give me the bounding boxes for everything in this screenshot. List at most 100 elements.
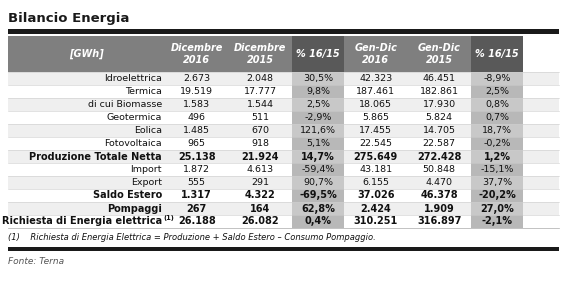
Text: Gen-Dic
2015: Gen-Dic 2015	[418, 43, 460, 65]
Text: 121,6%: 121,6%	[300, 126, 336, 135]
Text: -59,4%: -59,4%	[301, 165, 335, 174]
Text: 42.323: 42.323	[359, 74, 392, 83]
Text: 496: 496	[188, 113, 206, 122]
Text: 43.181: 43.181	[359, 165, 392, 174]
Text: 19.519: 19.519	[180, 87, 213, 96]
Text: 5.824: 5.824	[426, 113, 452, 122]
Text: 2.048: 2.048	[247, 74, 274, 83]
Text: Import: Import	[130, 165, 162, 174]
Bar	[471, 189, 523, 202]
Bar	[8, 247, 559, 251]
Text: 0,7%: 0,7%	[485, 113, 509, 122]
Text: % 16/15: % 16/15	[475, 49, 519, 59]
Text: Saldo Estero: Saldo Estero	[93, 190, 162, 201]
Bar	[471, 215, 523, 228]
Text: 1.909: 1.909	[424, 204, 455, 213]
Bar	[471, 124, 523, 137]
Text: 555: 555	[188, 178, 206, 187]
Bar	[471, 85, 523, 98]
Text: 187.461: 187.461	[356, 87, 395, 96]
Bar	[471, 150, 523, 163]
Bar	[8, 85, 559, 98]
Text: 1.317: 1.317	[181, 190, 212, 201]
Bar	[8, 98, 559, 111]
Text: Dicembre
2015: Dicembre 2015	[234, 43, 286, 65]
Text: 46.451: 46.451	[422, 74, 456, 83]
Text: 918: 918	[251, 139, 269, 148]
Text: -69,5%: -69,5%	[299, 190, 337, 201]
Text: 37.026: 37.026	[357, 190, 395, 201]
Bar	[471, 137, 523, 150]
Bar	[292, 150, 344, 163]
Bar	[471, 98, 523, 111]
Text: 27,0%: 27,0%	[480, 204, 514, 213]
Text: 26.188: 26.188	[178, 216, 215, 227]
Bar	[292, 163, 344, 176]
Text: -2,1%: -2,1%	[481, 216, 513, 227]
Text: Eolica: Eolica	[134, 126, 162, 135]
Bar	[292, 215, 344, 228]
Text: Fonte: Terna: Fonte: Terna	[8, 257, 64, 266]
Text: 17.455: 17.455	[359, 126, 392, 135]
Text: Export: Export	[131, 178, 162, 187]
Text: Idroelettrica: Idroelettrica	[104, 74, 162, 83]
Text: 5,1%: 5,1%	[306, 139, 330, 148]
Bar	[292, 72, 344, 85]
Text: 46.378: 46.378	[420, 190, 458, 201]
Bar	[8, 111, 559, 124]
Text: 1,2%: 1,2%	[484, 152, 510, 161]
Text: 4.322: 4.322	[245, 190, 276, 201]
Text: 26.082: 26.082	[242, 216, 279, 227]
Text: 272.428: 272.428	[417, 152, 462, 161]
Text: 62,8%: 62,8%	[301, 204, 335, 213]
Text: 14,7%: 14,7%	[301, 152, 335, 161]
Text: 275.649: 275.649	[354, 152, 398, 161]
Text: Termica: Termica	[125, 87, 162, 96]
Bar	[344, 36, 471, 72]
Text: [GWh]: [GWh]	[69, 49, 104, 59]
Text: 164: 164	[250, 204, 270, 213]
Text: 22.587: 22.587	[422, 139, 456, 148]
Bar	[8, 29, 559, 34]
Bar	[8, 189, 559, 202]
Text: 17.930: 17.930	[422, 100, 456, 109]
Bar	[292, 124, 344, 137]
Text: Pompaggi: Pompaggi	[107, 204, 162, 213]
Text: 310.251: 310.251	[354, 216, 398, 227]
Text: 18.065: 18.065	[359, 100, 392, 109]
Bar	[8, 163, 559, 176]
Text: 25.138: 25.138	[178, 152, 215, 161]
Text: 2.424: 2.424	[361, 204, 391, 213]
Bar	[165, 36, 292, 72]
Bar	[292, 85, 344, 98]
Text: (1): (1)	[163, 215, 175, 221]
Text: 291: 291	[251, 178, 269, 187]
Text: 50.848: 50.848	[422, 165, 456, 174]
Bar	[8, 124, 559, 137]
Text: 30,5%: 30,5%	[303, 74, 333, 83]
Text: Dicembre
2016: Dicembre 2016	[171, 43, 223, 65]
Text: 5.865: 5.865	[362, 113, 390, 122]
Bar	[8, 72, 559, 85]
Text: 9,8%: 9,8%	[306, 87, 330, 96]
Bar	[292, 202, 344, 215]
Text: % 16/15: % 16/15	[296, 49, 340, 59]
Text: 21.924: 21.924	[242, 152, 279, 161]
Bar	[292, 111, 344, 124]
Bar	[471, 202, 523, 215]
Text: -8,9%: -8,9%	[483, 74, 511, 83]
Bar	[8, 202, 559, 215]
Text: 1.583: 1.583	[183, 100, 210, 109]
Text: 4.470: 4.470	[426, 178, 452, 187]
Text: -15,1%: -15,1%	[480, 165, 514, 174]
Text: 965: 965	[188, 139, 206, 148]
Bar	[292, 137, 344, 150]
Text: 316.897: 316.897	[417, 216, 462, 227]
Bar	[292, 36, 344, 72]
Text: 6.155: 6.155	[362, 178, 390, 187]
Text: 0,4%: 0,4%	[304, 216, 332, 227]
Text: 182.861: 182.861	[420, 87, 459, 96]
Text: Geotermica: Geotermica	[107, 113, 162, 122]
Text: 267: 267	[187, 204, 207, 213]
Text: di cui Biomasse: di cui Biomasse	[88, 100, 162, 109]
